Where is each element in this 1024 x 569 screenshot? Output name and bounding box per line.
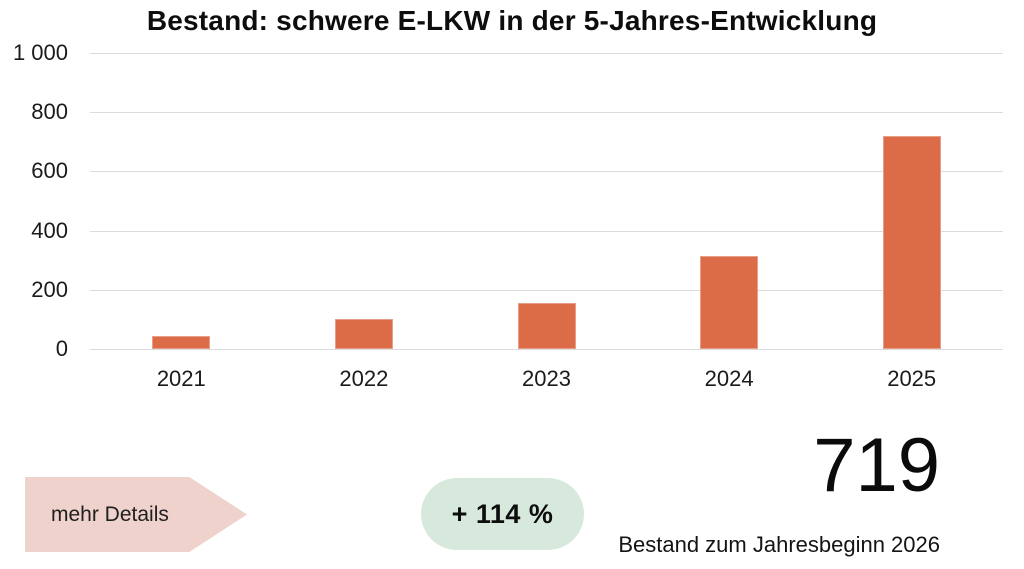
gridline-600	[90, 171, 1003, 173]
bar-2021	[152, 335, 211, 349]
x-axis-label-2025: 2025	[887, 366, 937, 391]
gridline-800	[90, 112, 1003, 114]
chart-title: Bestand: schwere E-LKW in der 5-Jahres-E…	[146, 5, 878, 36]
growth-badge: + 114 %	[421, 478, 584, 550]
x-axis-label-2024: 2024	[704, 366, 754, 391]
key-figure-caption: Bestand zum Jahresbeginn 2026	[618, 532, 940, 557]
key-figure-block: 719 Bestand zum Jahresbeginn 2026	[618, 428, 940, 558]
y-axis-tick-label: 400	[31, 217, 68, 243]
bar-2023	[517, 303, 576, 349]
bar-2022	[334, 318, 393, 349]
x-axis-label-2021: 2021	[156, 366, 206, 391]
gridline-400	[90, 230, 1003, 232]
gridline-200	[90, 289, 1003, 291]
y-axis-tick-label: 800	[31, 99, 68, 125]
y-axis: 1 000 800 600 400 200 0	[0, 42, 68, 360]
x-axis: 2021 2022 2023 2024 2025	[90, 366, 1003, 394]
y-axis-tick-label: 0	[55, 336, 68, 361]
y-axis-tick-label: 600	[31, 158, 68, 184]
bar-chart-plot	[90, 53, 1003, 350]
bar-2025	[882, 136, 941, 349]
mehr-details-label: mehr Details	[51, 502, 169, 526]
y-axis-tick-label: 200	[31, 276, 68, 302]
x-axis-label-2023: 2023	[522, 366, 571, 391]
x-axis-label-2022: 2022	[339, 366, 389, 391]
y-axis-tick-label: 1 000	[12, 40, 68, 65]
gridline-1000	[90, 53, 1003, 54]
growth-badge-label: + 114 %	[451, 498, 554, 529]
mehr-details-button[interactable]: mehr Details	[25, 477, 247, 552]
gridline-0	[90, 349, 1003, 350]
key-figure-value: 719	[813, 423, 940, 508]
bar-2024	[700, 256, 759, 349]
